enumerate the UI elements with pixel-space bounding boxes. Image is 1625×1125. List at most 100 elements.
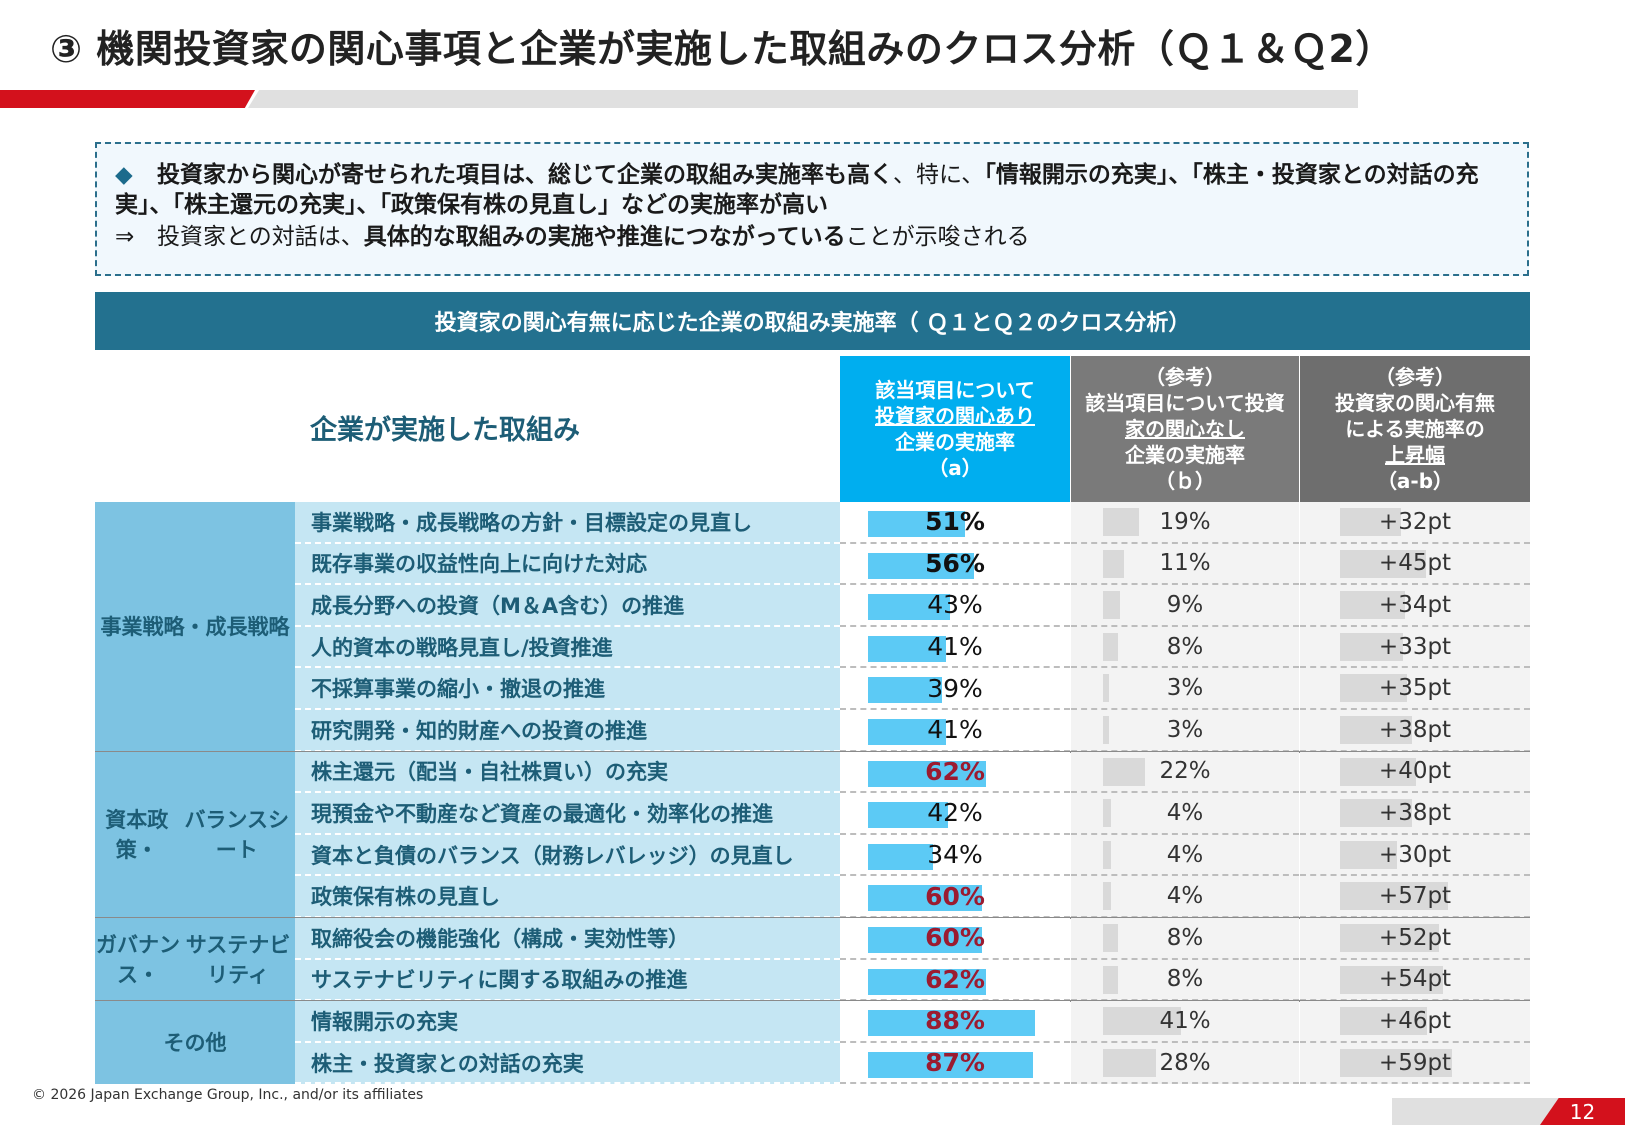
summary-line2-post: ことが示唆される bbox=[845, 224, 1030, 250]
group-label-line: その他 bbox=[163, 1030, 227, 1055]
initiative-label: 情報開示の充実 bbox=[295, 1001, 840, 1043]
bar-b bbox=[1103, 632, 1119, 661]
group-label-line: 事業戦略・ bbox=[100, 614, 206, 639]
value-b: 28% bbox=[1159, 1049, 1211, 1076]
cell-a: 41% bbox=[840, 626, 1070, 669]
value-diff: +38pt bbox=[1378, 716, 1452, 743]
bar-b bbox=[1103, 882, 1111, 911]
value-b: 8% bbox=[1166, 966, 1204, 993]
cell-b: 4% bbox=[1071, 793, 1299, 835]
bar-diff bbox=[1340, 882, 1449, 911]
cell-b: 8% bbox=[1071, 959, 1299, 1002]
bar-b bbox=[1103, 840, 1111, 869]
column-header-a: 該当項目について 投資家の関心あり 企業の実施率 （a） bbox=[840, 356, 1070, 502]
col-a-line: （a） bbox=[928, 456, 982, 480]
value-a: 43% bbox=[927, 590, 983, 620]
value-b: 19% bbox=[1159, 508, 1211, 535]
summary-normal-1: 、特に、 bbox=[893, 162, 985, 188]
value-diff: +54pt bbox=[1378, 966, 1452, 993]
initiative-label: 株主・投資家との対話の充実 bbox=[295, 1042, 840, 1085]
value-b: 9% bbox=[1166, 591, 1204, 618]
bar-diff bbox=[1340, 549, 1426, 578]
group-label-line: ガバナンス・ bbox=[96, 932, 181, 987]
value-diff: +59pt bbox=[1378, 1049, 1452, 1076]
value-diff: +38pt bbox=[1378, 799, 1452, 826]
initiative-label: 資本と負債のバランス（財務レバレッジ）の見直し bbox=[295, 834, 840, 877]
bar-a bbox=[868, 552, 975, 579]
value-diff: +45pt bbox=[1378, 550, 1452, 577]
cell-b: 4% bbox=[1071, 876, 1299, 918]
value-b: 3% bbox=[1166, 716, 1204, 743]
bar-b bbox=[1103, 716, 1109, 744]
initiative-label: 株主還元（配当・自社株買い）の充実 bbox=[295, 751, 840, 794]
value-b: 41% bbox=[1159, 1007, 1211, 1034]
bar-diff bbox=[1340, 632, 1403, 661]
initiative-label: 研究開発・知的財産への投資の推進 bbox=[295, 710, 840, 752]
cell-a: 60% bbox=[840, 876, 1070, 918]
page-title: ③ 機関投資家の関心事項と企業が実施した取組みのクロス分析（Ｑ１＆Ｑ2） bbox=[50, 27, 1394, 71]
value-diff: +40pt bbox=[1378, 758, 1452, 785]
col-c-line: 投資家の関心有無 bbox=[1335, 391, 1495, 415]
cell-diff: +52pt bbox=[1300, 918, 1530, 960]
value-a: 39% bbox=[927, 673, 983, 703]
summary-line-2: ⇒ 投資家との対話は、具体的な取組みの実施や推進につながっていることが示唆される bbox=[115, 222, 1030, 252]
cell-diff: +57pt bbox=[1300, 876, 1530, 918]
value-diff: +34pt bbox=[1378, 591, 1452, 618]
footer-bar-grey bbox=[1392, 1098, 1572, 1125]
initiative-label: 既存事業の収益性向上に向けた対応 bbox=[295, 543, 840, 586]
cell-diff: +38pt bbox=[1300, 710, 1530, 752]
cell-a: 42% bbox=[840, 793, 1070, 835]
col-b-line: 家の関心なし bbox=[1125, 417, 1245, 441]
initiative-label: 現預金や不動産など資産の最適化・効率化の推進 bbox=[295, 793, 840, 835]
value-diff: +30pt bbox=[1378, 841, 1452, 868]
value-a: 41% bbox=[927, 715, 983, 745]
bar-b bbox=[1103, 1007, 1181, 1036]
bar-b bbox=[1103, 591, 1121, 620]
col-c-line: （a-b） bbox=[1376, 469, 1454, 493]
summary-box: ◆ 投資家から関心が寄せられた項目は、総じて企業の取組み実施率も高く、特に、「情報… bbox=[95, 142, 1529, 276]
bar-a bbox=[868, 968, 986, 995]
cell-diff: +38pt bbox=[1300, 793, 1530, 835]
value-diff: +32pt bbox=[1378, 508, 1452, 535]
cell-a: 34% bbox=[840, 834, 1070, 877]
value-diff: +46pt bbox=[1378, 1007, 1452, 1034]
bar-diff bbox=[1340, 799, 1413, 828]
bar-b bbox=[1103, 757, 1145, 786]
bar-diff bbox=[1340, 924, 1439, 952]
value-b: 4% bbox=[1166, 883, 1204, 910]
value-b: 11% bbox=[1159, 550, 1211, 577]
bar-diff bbox=[1340, 674, 1407, 703]
col-a-line: 企業の実施率 bbox=[895, 430, 1015, 454]
group-label-line: 資本政策・ bbox=[105, 807, 169, 862]
value-a: 41% bbox=[927, 632, 983, 662]
value-diff: +35pt bbox=[1378, 675, 1452, 702]
cell-diff: +35pt bbox=[1300, 668, 1530, 710]
bar-a bbox=[868, 511, 965, 537]
table-title: 投資家の関心有無に応じた企業の取組み実施率（ Ｑ１とＱ２のクロス分析） bbox=[95, 292, 1530, 350]
cell-diff: +34pt bbox=[1300, 585, 1530, 627]
cell-a: 51% bbox=[840, 502, 1070, 544]
column-header-b: （参考） 該当項目について投資 家の関心なし 企業の実施率 （ｂ） bbox=[1071, 356, 1299, 502]
cell-b: 28% bbox=[1071, 1042, 1299, 1085]
bar-b bbox=[1103, 1048, 1157, 1077]
bar-a bbox=[868, 1010, 1036, 1037]
row-group-label: 事業戦略・ 成長戦略 bbox=[95, 502, 295, 752]
value-b: 8% bbox=[1166, 924, 1204, 951]
cell-a: 39% bbox=[840, 668, 1070, 710]
bar-b bbox=[1103, 549, 1124, 578]
diamond-bullet-icon: ◆ bbox=[115, 162, 133, 188]
value-a: 51% bbox=[925, 507, 985, 537]
value-a: 62% bbox=[925, 756, 985, 786]
initiative-label: 政策保有株の見直し bbox=[295, 876, 840, 918]
cell-b: 3% bbox=[1071, 710, 1299, 752]
bar-a bbox=[868, 594, 950, 621]
row-group-label: 資本政策・ バランスシート bbox=[95, 751, 295, 918]
bar-a bbox=[868, 760, 986, 787]
value-a: 42% bbox=[927, 798, 983, 828]
bar-a bbox=[868, 843, 933, 870]
cell-a: 88% bbox=[840, 1001, 1070, 1043]
cell-diff: +46pt bbox=[1300, 1001, 1530, 1043]
bar-diff bbox=[1340, 508, 1401, 536]
summary-bold-1: 投資家から関心が寄せられた項目は、総じて企業の取組み実施率も高く bbox=[157, 162, 893, 188]
cell-diff: +59pt bbox=[1300, 1042, 1530, 1085]
